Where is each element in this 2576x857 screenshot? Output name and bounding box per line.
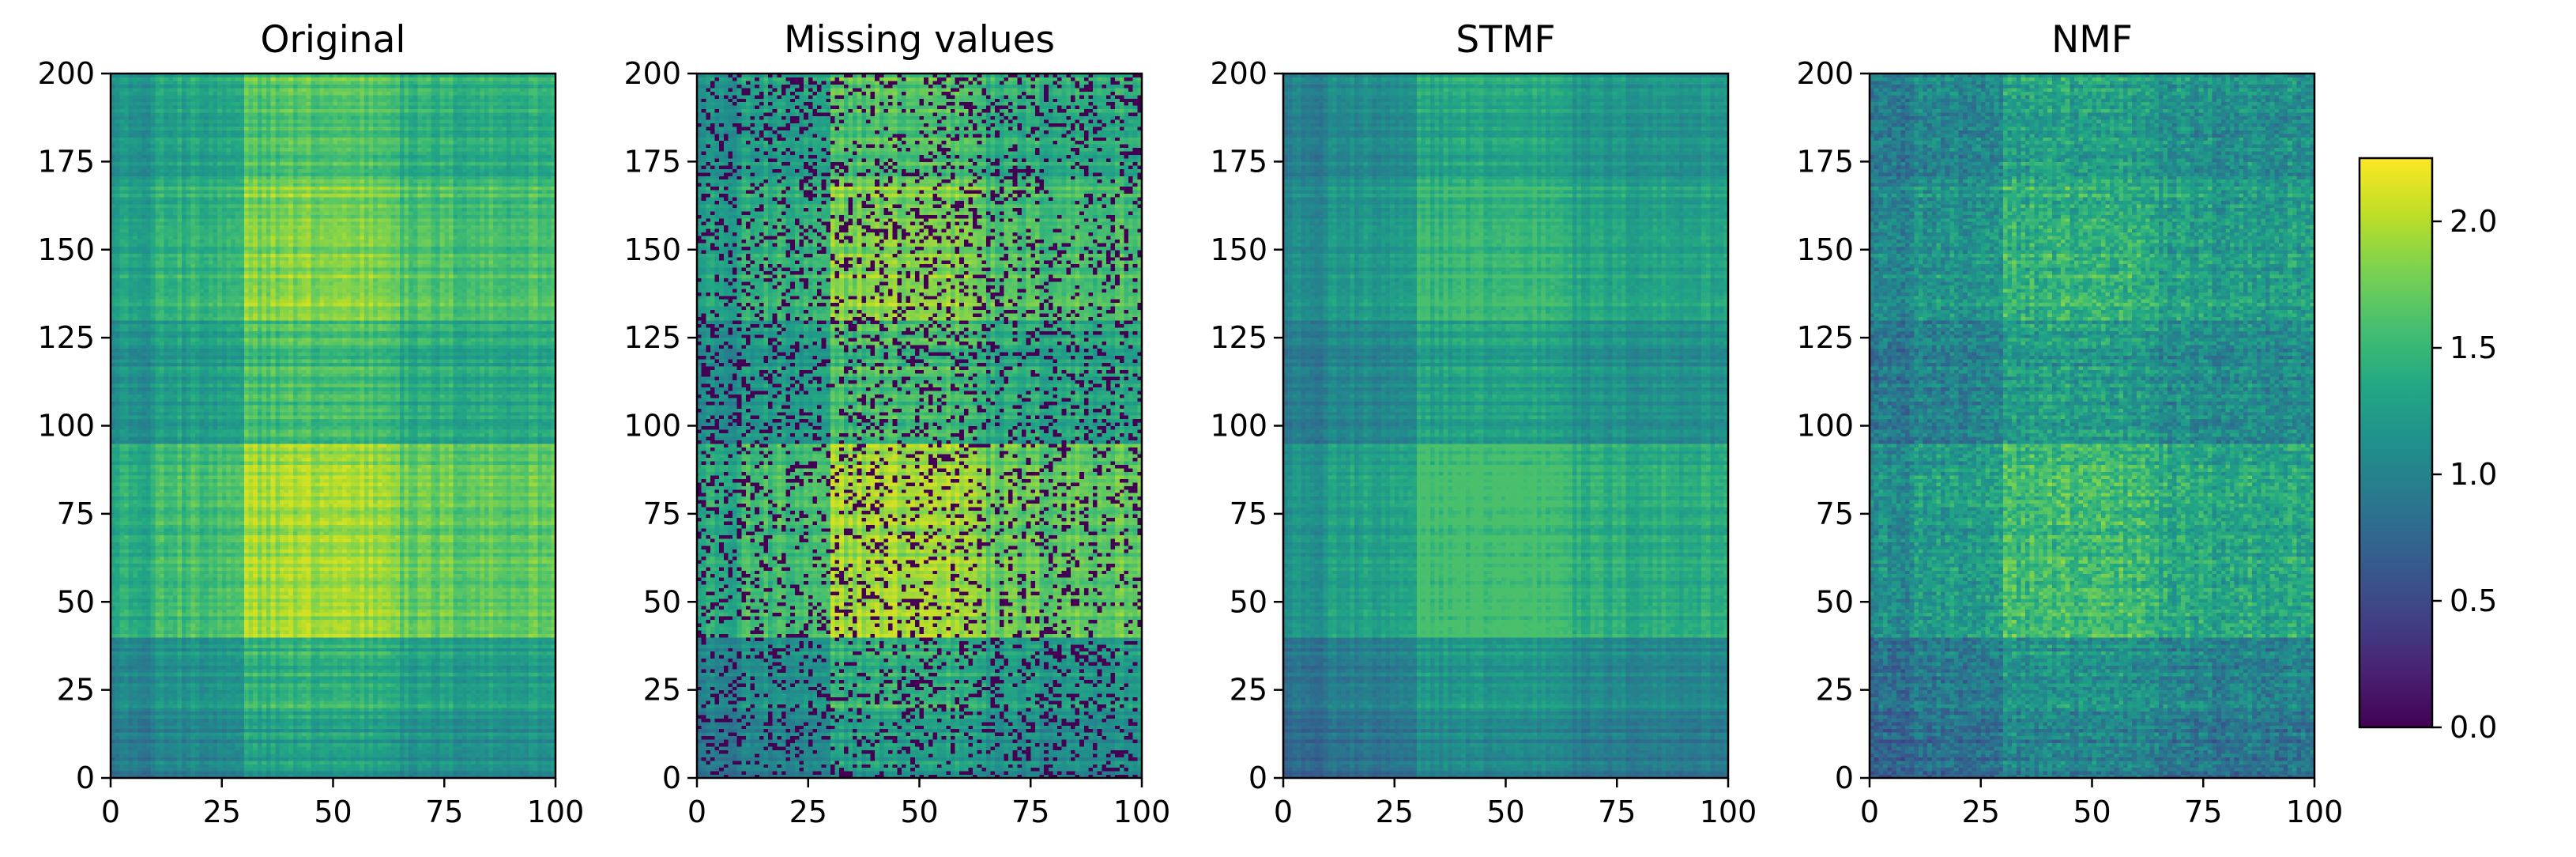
y-tick-label: 125 [1210, 320, 1267, 355]
y-tick-label: 150 [1796, 232, 1854, 267]
x-tick-label: 100 [1113, 795, 1171, 829]
x-tick-label: 50 [900, 795, 938, 829]
x-tick-label: 75 [1011, 795, 1049, 829]
y-tick-label: 200 [37, 56, 95, 91]
x-tick-label: 75 [2184, 795, 2222, 829]
x-tick-label: 100 [2286, 795, 2344, 829]
colorbar-tick-label: 2.0 [2450, 204, 2497, 239]
x-tick-label: 25 [1962, 795, 2000, 829]
panel-title: Missing values [784, 18, 1055, 62]
y-tick-label: 50 [643, 584, 681, 619]
y-tick-label: 0 [76, 761, 95, 795]
y-tick-label: 25 [1230, 673, 1267, 708]
x-tick-label: 50 [1486, 795, 1524, 829]
x-tick-label: 0 [1274, 795, 1293, 829]
heatmap-image [111, 74, 556, 779]
y-tick-label: 25 [1816, 673, 1854, 708]
y-tick-label: 175 [1210, 144, 1267, 179]
colorbar-tick-label: 0.5 [2450, 583, 2497, 618]
panel-title: STMF [1456, 18, 1555, 62]
y-tick-label: 100 [1796, 409, 1854, 444]
heatmap-image [1870, 74, 2315, 779]
colorbar-gradient [2359, 158, 2432, 727]
y-tick-label: 175 [623, 144, 681, 179]
y-tick-label: 100 [623, 409, 681, 444]
panel-title: NMF [2051, 18, 2133, 62]
heatmap-image [697, 74, 1143, 779]
panel-title: Original [261, 18, 406, 62]
y-tick-label: 50 [57, 584, 95, 619]
y-tick-label: 25 [57, 673, 95, 708]
y-tick-label: 150 [623, 232, 681, 267]
y-tick-label: 50 [1816, 584, 1854, 619]
y-tick-label: 150 [37, 232, 95, 267]
y-tick-label: 75 [643, 496, 681, 531]
colorbar-tick-label: 1.0 [2450, 457, 2497, 492]
figure: Original 0 25 50 75 100 0 25 50 75 100 125 150 175 200… [0, 0, 2576, 857]
y-tick-label: 150 [1210, 232, 1267, 267]
x-tick-label: 75 [1598, 795, 1636, 829]
x-tick-label: 25 [789, 795, 827, 829]
y-tick-label: 0 [1248, 761, 1267, 795]
x-tick-label: 50 [314, 795, 352, 829]
y-tick-label: 175 [37, 144, 95, 179]
panel-1: Original 0 25 50 75 100 0 25 50 75 100 125 150 175 200 [37, 18, 584, 829]
x-tick-label: 50 [2073, 795, 2111, 829]
y-tick-label: 0 [1835, 761, 1854, 795]
y-tick-label: 125 [37, 320, 95, 355]
y-tick-label: 175 [1796, 144, 1854, 179]
heatmap-image [1283, 74, 1729, 779]
y-tick-label: 200 [1796, 56, 1854, 91]
x-tick-label: 100 [1700, 795, 1757, 829]
colorbar-tick-label: 1.5 [2450, 330, 2497, 365]
x-tick-label: 0 [101, 795, 120, 829]
y-tick-label: 125 [623, 320, 681, 355]
y-tick-label: 125 [1796, 320, 1854, 355]
y-tick-label: 200 [1210, 56, 1267, 91]
y-tick-label: 200 [623, 56, 681, 91]
x-tick-label: 25 [203, 795, 241, 829]
y-tick-label: 100 [1210, 409, 1267, 444]
x-tick-label: 25 [1376, 795, 1414, 829]
y-tick-label: 100 [37, 409, 95, 444]
x-tick-label: 0 [687, 795, 706, 829]
y-tick-label: 50 [1230, 584, 1267, 619]
panel-4: NMF 0 25 50 75 100 0 25 50 75 100 125 150 175 200 [1796, 18, 2343, 829]
x-tick-label: 100 [527, 795, 585, 829]
y-tick-label: 0 [662, 761, 681, 795]
y-tick-label: 25 [643, 673, 681, 708]
y-tick-label: 75 [1230, 496, 1267, 531]
y-tick-label: 75 [57, 496, 95, 531]
colorbar-tick-label: 0.0 [2450, 710, 2497, 745]
y-tick-label: 75 [1816, 496, 1854, 531]
panel-2: Missing values 0 25 50 75 100 0 25 50 75 100 125 150… [623, 18, 1170, 829]
x-tick-label: 75 [425, 795, 463, 829]
panel-3: STMF 0 25 50 75 100 0 25 50 75 100 125 150 175 200 [1210, 18, 1757, 829]
x-tick-label: 0 [1860, 795, 1879, 829]
